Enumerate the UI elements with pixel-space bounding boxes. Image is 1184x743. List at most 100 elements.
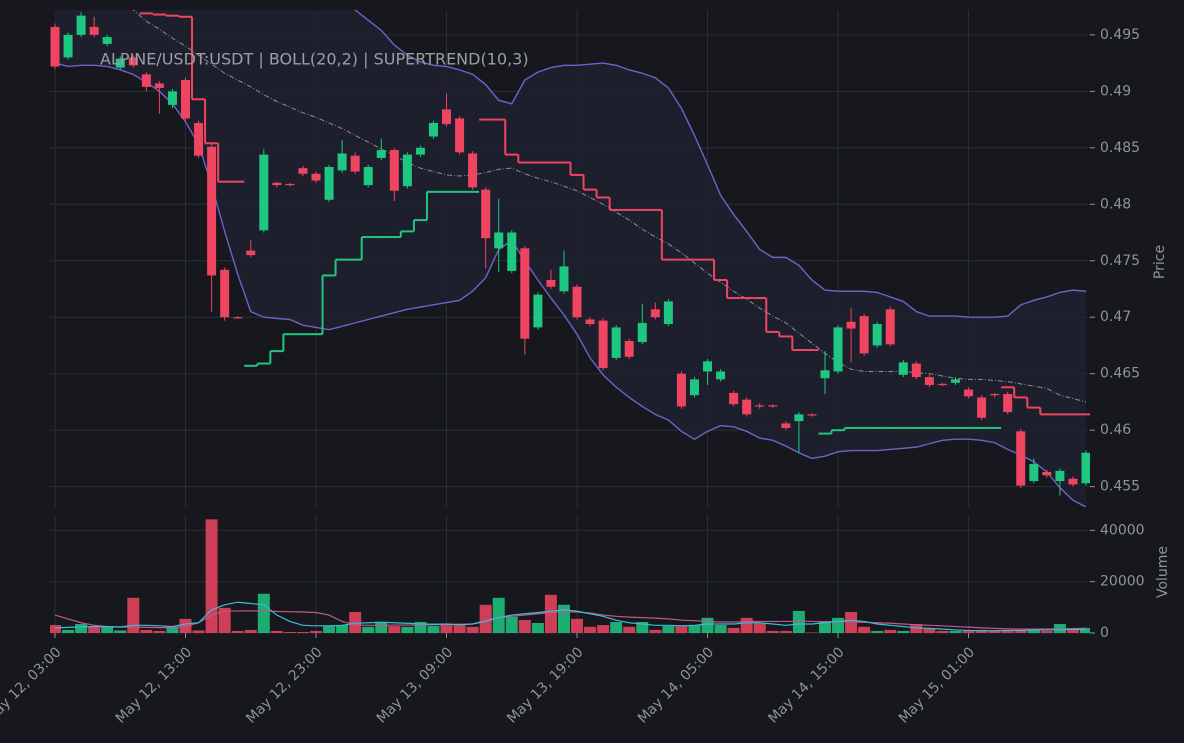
- candle-body: [272, 182, 282, 186]
- volume-bar: [283, 631, 296, 633]
- volume-bar: [688, 625, 701, 633]
- volume-bar: [740, 617, 753, 633]
- volume-bar: [1001, 630, 1014, 633]
- volume-bar: [218, 607, 231, 633]
- candle-body: [676, 373, 686, 407]
- y-tick-label: 0.485: [1100, 140, 1140, 156]
- chart-title: ALPINE/USDT:USDT | BOLL(20,2) | SUPERTRE…: [100, 50, 529, 69]
- candle-body: [898, 362, 908, 375]
- candle-body: [1029, 464, 1039, 482]
- y-tick-label: 0.465: [1100, 366, 1140, 382]
- volume-bar: [675, 626, 688, 633]
- candle-body: [115, 58, 125, 68]
- candle-body: [207, 146, 217, 276]
- candle-body: [324, 167, 334, 200]
- candle-body: [246, 250, 256, 256]
- candle-body: [846, 321, 856, 329]
- volume-bar: [453, 625, 466, 633]
- volume-bar: [766, 630, 779, 633]
- candle-body: [1081, 452, 1090, 484]
- volume-bar: [557, 604, 570, 633]
- candle-body: [807, 414, 817, 416]
- volume-bar: [1080, 627, 1090, 633]
- bollinger-upper: [353, 10, 1087, 318]
- bollinger-lower: [54, 62, 1087, 507]
- volume-bar: [518, 619, 531, 633]
- volume-bar: [127, 597, 140, 633]
- y-tick-label: 0: [1100, 625, 1109, 641]
- volume-bar: [492, 597, 505, 633]
- volume-bar: [375, 621, 388, 633]
- volume-bar: [949, 630, 962, 633]
- volume-bar: [336, 625, 349, 633]
- volume-bar: [858, 626, 871, 633]
- y-tick-label: 0.495: [1100, 27, 1140, 43]
- candle-body: [1055, 470, 1065, 482]
- volume-bar: [427, 626, 440, 633]
- volume-bar: [753, 622, 766, 633]
- candle-body: [389, 150, 399, 191]
- volume-bar: [296, 631, 309, 633]
- volume-panel: [50, 519, 1090, 633]
- y-tick-label: 0.48: [1100, 196, 1131, 212]
- candle-body: [794, 414, 804, 422]
- candle-body: [507, 232, 517, 271]
- volume-bar: [88, 626, 101, 633]
- candle-body: [455, 118, 465, 153]
- y-tick-label: 0.47: [1100, 309, 1131, 325]
- volume-bar: [988, 630, 1001, 633]
- volume-bar: [636, 621, 649, 633]
- candle-body: [89, 26, 99, 35]
- volume-bar: [871, 630, 884, 633]
- volume-bar: [323, 626, 336, 633]
- candle-body: [872, 324, 882, 346]
- volume-bar: [544, 594, 557, 633]
- candle-body: [755, 405, 765, 407]
- volume-bar: [792, 610, 805, 633]
- volume-bar: [479, 604, 492, 633]
- volume-ma-short: [54, 601, 1086, 632]
- volume-bar: [727, 627, 740, 633]
- volume-bar: [310, 630, 323, 633]
- candle-body: [1068, 478, 1078, 485]
- candle-body: [363, 167, 373, 186]
- candle-body: [689, 379, 699, 396]
- candle-body: [220, 269, 230, 318]
- candle-body: [950, 379, 960, 383]
- candle-body: [494, 232, 504, 249]
- volume-bar: [401, 626, 414, 633]
- candle-body: [298, 168, 308, 174]
- candle-body: [650, 309, 660, 318]
- volume-bar: [1066, 629, 1079, 633]
- volume-bar: [205, 519, 218, 633]
- volume-bar: [936, 630, 949, 633]
- volume-bar: [440, 625, 453, 633]
- volume-bar: [270, 630, 283, 633]
- candle-body: [50, 26, 60, 67]
- candle-body: [428, 122, 438, 137]
- candle-body: [63, 34, 73, 58]
- volume-bar: [649, 629, 662, 633]
- candle-body: [259, 154, 269, 231]
- candle-body: [964, 389, 974, 397]
- bollinger-middle: [132, 10, 1087, 403]
- candle-body: [859, 316, 869, 354]
- candle-body: [1042, 471, 1052, 476]
- volume-bar: [505, 616, 518, 633]
- candle-body: [102, 37, 112, 44]
- volume-bar: [192, 630, 205, 633]
- volume-bar: [584, 626, 597, 633]
- volume-bar: [975, 629, 988, 633]
- price-panel: [50, 10, 1090, 507]
- candle-body: [76, 15, 86, 35]
- volume-axis-label: Volume: [1155, 546, 1171, 598]
- candle-body: [833, 327, 843, 372]
- volume-bar: [466, 626, 479, 633]
- volume-bar: [910, 624, 923, 633]
- candle-body: [977, 397, 987, 418]
- volume-bar: [1027, 628, 1040, 633]
- candle-body: [637, 322, 647, 343]
- candle-body: [611, 327, 621, 358]
- candle-body: [167, 91, 177, 105]
- candle-body: [141, 74, 151, 87]
